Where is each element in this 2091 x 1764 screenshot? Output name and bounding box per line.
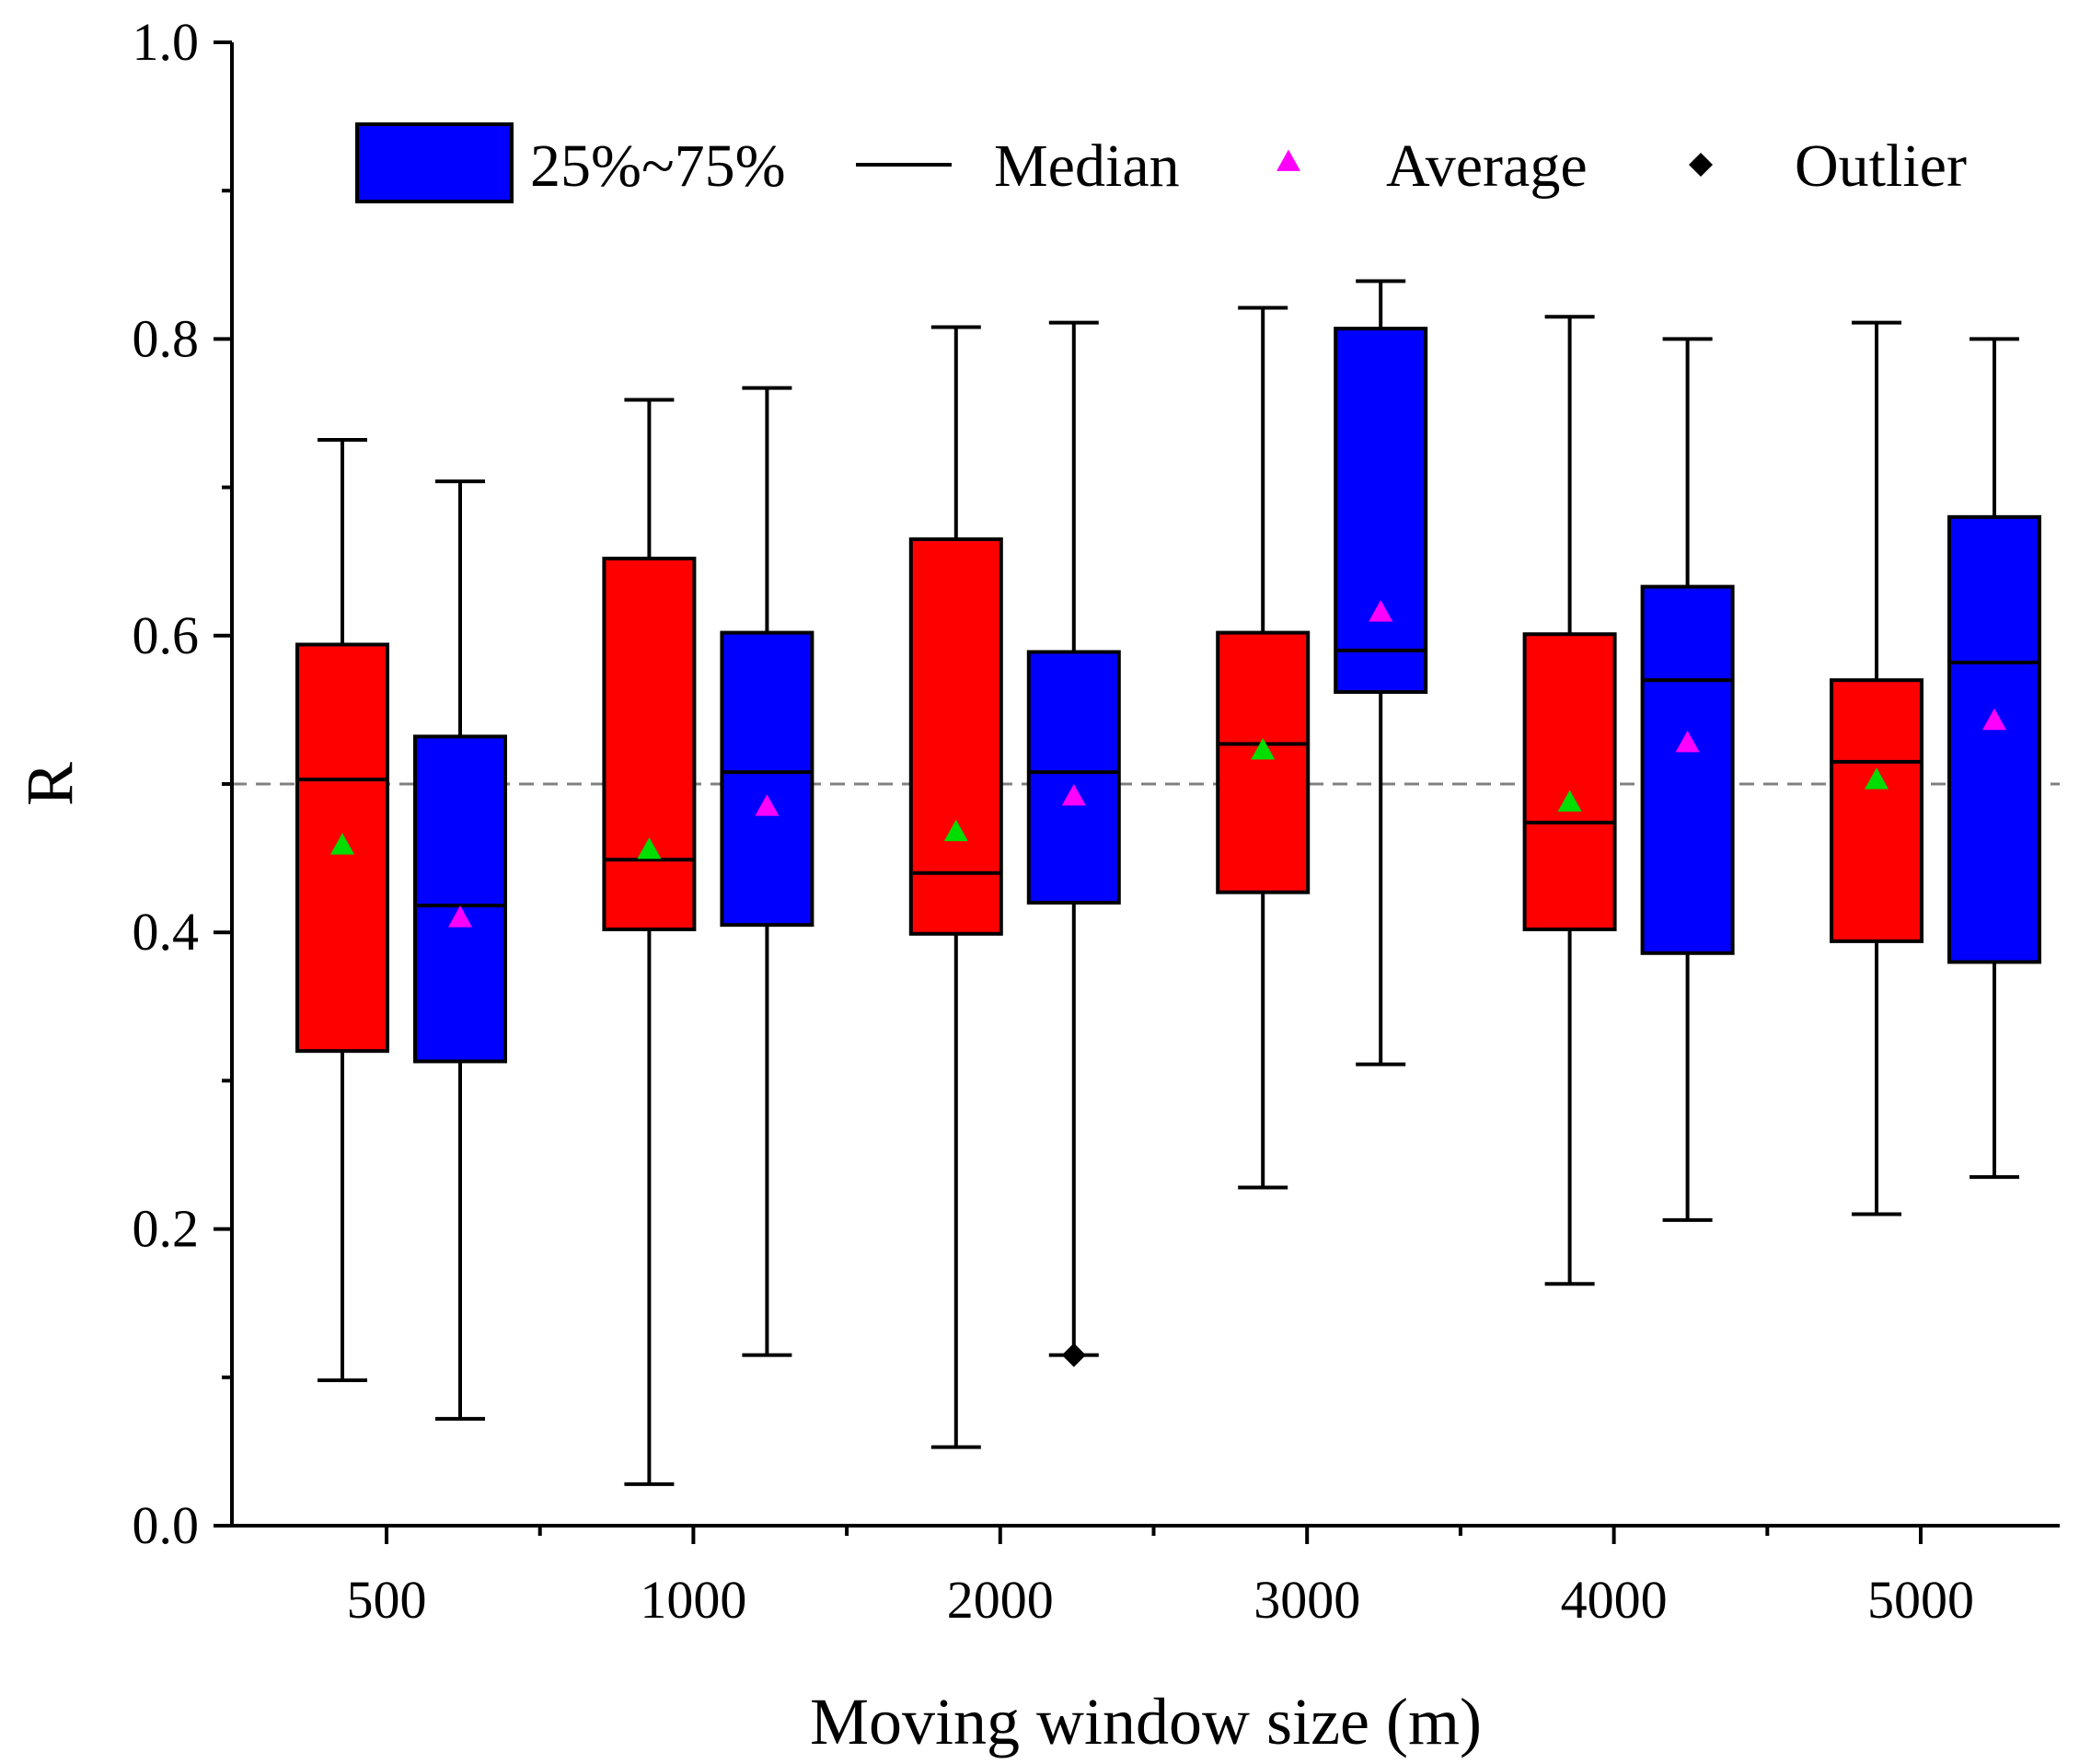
box-group — [1522, 315, 1617, 1286]
box-group — [295, 438, 389, 1383]
average-marker — [1982, 708, 2006, 731]
x-tick-label: 1000 — [640, 1570, 746, 1630]
box-group — [1640, 337, 1735, 1222]
average-marker — [1061, 784, 1086, 806]
box-group — [413, 479, 507, 1421]
average-marker — [1865, 767, 1889, 790]
box-iqr — [602, 556, 697, 931]
legend: 25%~75% Median Average Outlier — [355, 122, 1967, 203]
average-marker — [637, 837, 662, 859]
box-iqr — [1830, 678, 1923, 943]
y-tick-label: 0.6 — [133, 605, 200, 665]
average-marker — [1557, 790, 1582, 812]
box-group — [1947, 337, 2041, 1180]
y-tick-label: 0.0 — [133, 1495, 200, 1555]
average-marker — [943, 819, 968, 842]
average-marker — [1675, 730, 1700, 753]
x-tick-label: 3000 — [1253, 1570, 1360, 1630]
box-iqr — [1334, 327, 1428, 695]
average-marker — [448, 905, 472, 928]
average-marker — [755, 794, 780, 816]
average-marker — [1251, 738, 1276, 760]
y-tick-label: 0.2 — [133, 1199, 200, 1259]
y-axis-title: R — [13, 762, 87, 806]
legend-outlier-swatch — [1689, 153, 1713, 177]
legend-average-swatch — [1277, 149, 1300, 171]
average-marker — [330, 833, 354, 855]
box-iqr — [720, 630, 814, 928]
box-iqr — [1522, 632, 1617, 931]
x-tick-label: 500 — [347, 1570, 427, 1630]
box-group — [602, 398, 697, 1486]
x-tick-label: 4000 — [1561, 1570, 1668, 1630]
legend-label-median: Median — [994, 133, 1180, 200]
legend-label-average: Average — [1386, 133, 1588, 200]
box-iqr — [1640, 584, 1735, 955]
x-tick-label: 2000 — [947, 1570, 1054, 1630]
box-group — [1334, 279, 1428, 1066]
box-group — [908, 325, 1003, 1449]
box-iqr — [1026, 650, 1121, 905]
legend-label-outlier: Outlier — [1795, 133, 1967, 200]
legend-box-swatch — [355, 122, 514, 203]
average-marker — [1369, 600, 1393, 622]
x-tick-label: 5000 — [1867, 1570, 1974, 1630]
y-tick-label: 1.0 — [133, 12, 200, 72]
box-group — [720, 386, 814, 1357]
y-tick-label: 0.4 — [133, 902, 200, 962]
boxes-layer — [232, 279, 2060, 1486]
axes-layer: 0.0 0.2 0.4 0.6 0.8 1.0 500 1000 2000 3000 4000 500… — [13, 12, 2060, 1758]
box-iqr — [413, 734, 507, 1064]
legend-label-box: 25%~75% — [530, 133, 786, 200]
box-group — [1216, 306, 1311, 1190]
outlier-marker — [1061, 1343, 1086, 1367]
box-group — [1830, 320, 1923, 1216]
y-tick-label: 0.8 — [133, 308, 200, 368]
x-axis-title: Moving window size (m) — [810, 1685, 1482, 1758]
box-group — [1026, 320, 1121, 1367]
box-iqr — [1947, 514, 2041, 964]
box-iqr — [1216, 630, 1311, 894]
box-iqr — [908, 537, 1003, 936]
